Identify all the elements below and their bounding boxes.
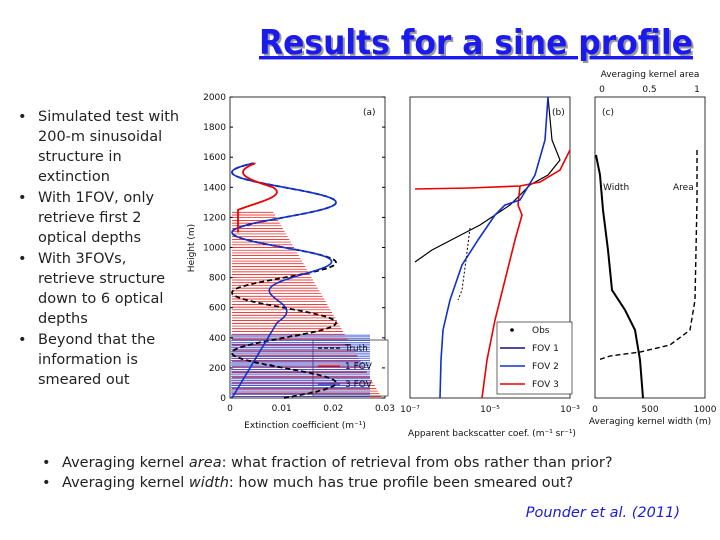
- truth-curve: [231, 162, 337, 399]
- obs-errorbars: [457, 227, 471, 301]
- bullet: Averaging kernel area: what fraction of …: [42, 453, 712, 473]
- top-tick-label: 0.5: [642, 85, 656, 95]
- y-tick-label: 1800: [203, 123, 226, 133]
- bullet: Averaging kernel width: how much has tru…: [42, 473, 712, 493]
- y-tick-label: 0: [220, 394, 226, 404]
- figure: 0 200 400 600 800 1000 1200 1400 1600 1800 2000 0 0.…: [187, 70, 717, 439]
- fov3-profile: [231, 162, 337, 399]
- bullet-text: : how much has true profile been smeared…: [228, 475, 574, 491]
- y-axis-label: Height (m): [187, 224, 197, 272]
- x-tick-label: 0.03: [375, 404, 395, 414]
- bullet: Simulated test with 200-m sinusoidal str…: [18, 107, 183, 187]
- bullet-text: Averaging kernel: [62, 455, 189, 471]
- x-tick-label: 0: [592, 405, 598, 415]
- legend-label: FOV 3: [532, 380, 559, 390]
- annotation: Width: [603, 183, 629, 193]
- bullet: With 3FOVs, retrieve structure down to 6…: [18, 249, 183, 329]
- bullet-list: Simulated test with 200-m sinusoidal str…: [18, 107, 183, 391]
- panel-label: (a): [363, 108, 376, 118]
- x-tick-label: 0: [227, 404, 233, 414]
- x-tick-label: 10⁻⁷: [400, 405, 420, 415]
- x-tick-label: 10⁻⁵: [480, 405, 500, 415]
- y-tick-label: 1000: [203, 244, 226, 254]
- legend-b-box: [496, 321, 573, 395]
- legend-label: 1 FOV: [345, 362, 373, 372]
- x-tick-label: 500: [641, 405, 658, 415]
- legend-label: FOV 2: [532, 362, 559, 372]
- bullet-text: : what fraction of retrieval from obs ra…: [221, 455, 613, 471]
- slide-title: Results for a sine profile: [259, 23, 693, 63]
- x-tick-label: 1000: [694, 405, 717, 415]
- top-axis-title: Averaging kernel area: [601, 70, 700, 80]
- y-tick-label: 600: [209, 304, 226, 314]
- area-curve: [597, 150, 698, 361]
- legend-label: 3 FOV: [345, 380, 373, 390]
- y-tick-label: 1200: [203, 213, 226, 223]
- panel-b-axes: [409, 96, 571, 399]
- bullet: Beyond that the information is smeared o…: [18, 330, 183, 390]
- legend-swatch: [510, 328, 514, 332]
- fov2-curve: [439, 96, 549, 399]
- x-axis-label: Apparent backscatter coef. (m⁻¹ sr⁻¹): [408, 429, 576, 439]
- panel-label: (b): [552, 108, 565, 118]
- citation: Pounder et al. (2011): [525, 505, 680, 521]
- panel-c-axes: [594, 96, 706, 399]
- bullet: With 1FOV, only retrieve first 2 optical…: [18, 188, 183, 248]
- bottom-bullet-list: Averaging kernel area: what fraction of …: [42, 453, 712, 493]
- y-tick-label: 1400: [203, 183, 226, 193]
- x-axis-label: Averaging kernel width (m): [589, 417, 711, 427]
- top-tick-label: 1: [694, 85, 700, 95]
- fov1-profile: [237, 162, 278, 233]
- panel-label: (c): [602, 108, 614, 118]
- legend-label: FOV 1: [532, 344, 559, 354]
- title-shadow: Results for a sine profile: [261, 25, 695, 65]
- bullet-text: area: [188, 455, 222, 471]
- legend-label: Truth: [344, 344, 368, 354]
- y-tick-label: 2000: [203, 93, 226, 103]
- y-tick-label: 800: [209, 274, 226, 284]
- width-curve: [595, 154, 644, 399]
- top-tick-label: 0: [599, 85, 605, 95]
- bullet-text: Averaging kernel: [62, 475, 189, 491]
- bullet-text: width: [188, 475, 229, 491]
- y-tick-label: 400: [209, 334, 226, 344]
- x-tick-label: 10⁻³: [560, 405, 580, 415]
- annotation: Area: [673, 183, 694, 193]
- x-tick-label: 0.01: [272, 404, 292, 414]
- y-tick-label: 200: [209, 364, 226, 374]
- legend-label: Obs: [532, 326, 550, 336]
- x-tick-label: 0.02: [323, 404, 343, 414]
- x-axis-label: Extinction coefficient (m⁻¹): [244, 421, 366, 431]
- y-tick-label: 1600: [203, 153, 226, 163]
- obs-curve: [414, 96, 561, 263]
